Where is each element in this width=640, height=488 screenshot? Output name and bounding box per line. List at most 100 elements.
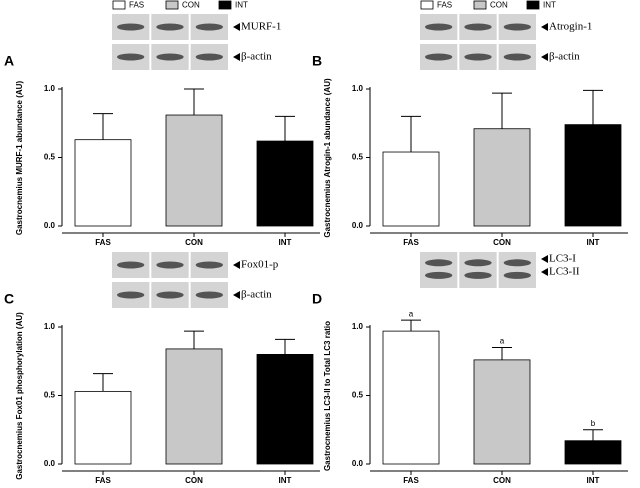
arrow — [541, 23, 548, 31]
blot-band — [156, 23, 184, 31]
blot-band — [464, 271, 492, 279]
bar — [165, 114, 223, 227]
bar — [564, 440, 622, 465]
legend-swatch — [218, 0, 232, 10]
x-tick-label: CON — [493, 238, 511, 247]
blot-label: MURF-1 — [241, 21, 281, 33]
x-tick-label: CON — [493, 476, 511, 485]
y-tick-label: 0.0 — [44, 221, 56, 230]
arrow — [541, 53, 548, 61]
blot-band — [156, 53, 184, 61]
x-tick-label: INT — [587, 476, 600, 485]
blot-label: Atrogin-1 — [549, 21, 592, 33]
bar — [74, 139, 132, 227]
y-axis-label: Gastrocnemius MURF-1 abundance (AU) — [15, 81, 24, 236]
bar — [382, 330, 440, 465]
blot-band — [503, 259, 531, 267]
y-tick-label: 0.0 — [352, 459, 364, 468]
y-tick-label: 0.0 — [44, 459, 56, 468]
legend-swatch — [526, 0, 540, 10]
significance-letter: a — [409, 309, 414, 318]
error-bar — [184, 330, 204, 349]
bar — [165, 348, 223, 465]
panel-letter: A — [4, 53, 14, 69]
blot-band — [464, 23, 492, 31]
blot-band — [195, 53, 223, 61]
error-bar — [93, 373, 113, 392]
error-bar — [184, 88, 204, 116]
bar — [473, 128, 531, 227]
bar — [564, 124, 622, 227]
blot-lane — [459, 252, 497, 288]
legend-label: FAS — [437, 1, 452, 10]
error-bar — [492, 92, 512, 129]
legend-label: FAS — [129, 1, 144, 10]
arrow — [233, 261, 240, 269]
arrow — [233, 53, 240, 61]
bar — [74, 390, 132, 465]
bar — [256, 140, 314, 227]
blot-band — [117, 23, 145, 31]
blot-lane — [420, 252, 458, 288]
x-tick-label: CON — [185, 476, 203, 485]
blot-band — [464, 53, 492, 61]
y-tick-label: 1.0 — [44, 84, 56, 93]
significance-letter: b — [591, 419, 596, 428]
blot-band — [464, 259, 492, 267]
legend-label: CON — [490, 1, 508, 10]
y-axis-label: Gastrocnemius Atrogin-1 abundance (AU) — [323, 78, 332, 238]
x-tick-label: FAS — [95, 238, 111, 247]
x-tick-label: FAS — [403, 476, 419, 485]
x-tick-label: CON — [185, 238, 203, 247]
blot-band — [425, 53, 453, 61]
blot-band — [425, 259, 453, 267]
legend-swatch — [420, 0, 434, 10]
blot-lane — [498, 252, 536, 288]
blot-band — [195, 23, 223, 31]
bar — [473, 359, 531, 465]
blot-band — [195, 291, 223, 299]
blot-band — [425, 271, 453, 279]
y-tick-label: 0.5 — [352, 391, 364, 400]
legend-swatch — [165, 0, 179, 10]
bar — [382, 151, 440, 227]
y-tick-label: 1.0 — [44, 322, 56, 331]
x-tick-label: INT — [587, 238, 600, 247]
blot-label: β-actin — [241, 289, 272, 301]
y-tick-label: 0.5 — [44, 153, 56, 162]
blot-label: β-actin — [549, 51, 580, 63]
error-bar — [401, 319, 421, 332]
blot-band — [195, 261, 223, 269]
arrow — [233, 291, 240, 299]
legend-label: CON — [182, 1, 200, 10]
blot-band — [503, 271, 531, 279]
blot-label: β-actin — [241, 51, 272, 63]
y-tick-label: 0.5 — [44, 391, 56, 400]
panel-letter: C — [4, 291, 14, 307]
bar — [256, 353, 314, 465]
arrow — [541, 268, 548, 276]
blot-band — [503, 53, 531, 61]
x-tick-label: FAS — [95, 476, 111, 485]
error-bar — [583, 89, 603, 125]
error-bar — [583, 429, 603, 441]
legend-label: INT — [543, 1, 556, 10]
error-bar — [401, 115, 421, 153]
legend-label: INT — [235, 1, 248, 10]
x-tick-label: FAS — [403, 238, 419, 247]
y-tick-label: 0.0 — [352, 221, 364, 230]
blot-band — [503, 23, 531, 31]
blot-band — [156, 261, 184, 269]
blot-label: Fox01-p — [241, 259, 279, 271]
error-bar — [275, 338, 295, 355]
blot-band — [425, 23, 453, 31]
y-tick-label: 1.0 — [352, 84, 364, 93]
y-tick-label: 0.5 — [352, 153, 364, 162]
error-bar — [93, 113, 113, 140]
panel-letter: D — [312, 291, 322, 307]
blot-band — [117, 291, 145, 299]
blot-band — [117, 261, 145, 269]
significance-letter: a — [500, 337, 505, 346]
error-bar — [275, 115, 295, 142]
